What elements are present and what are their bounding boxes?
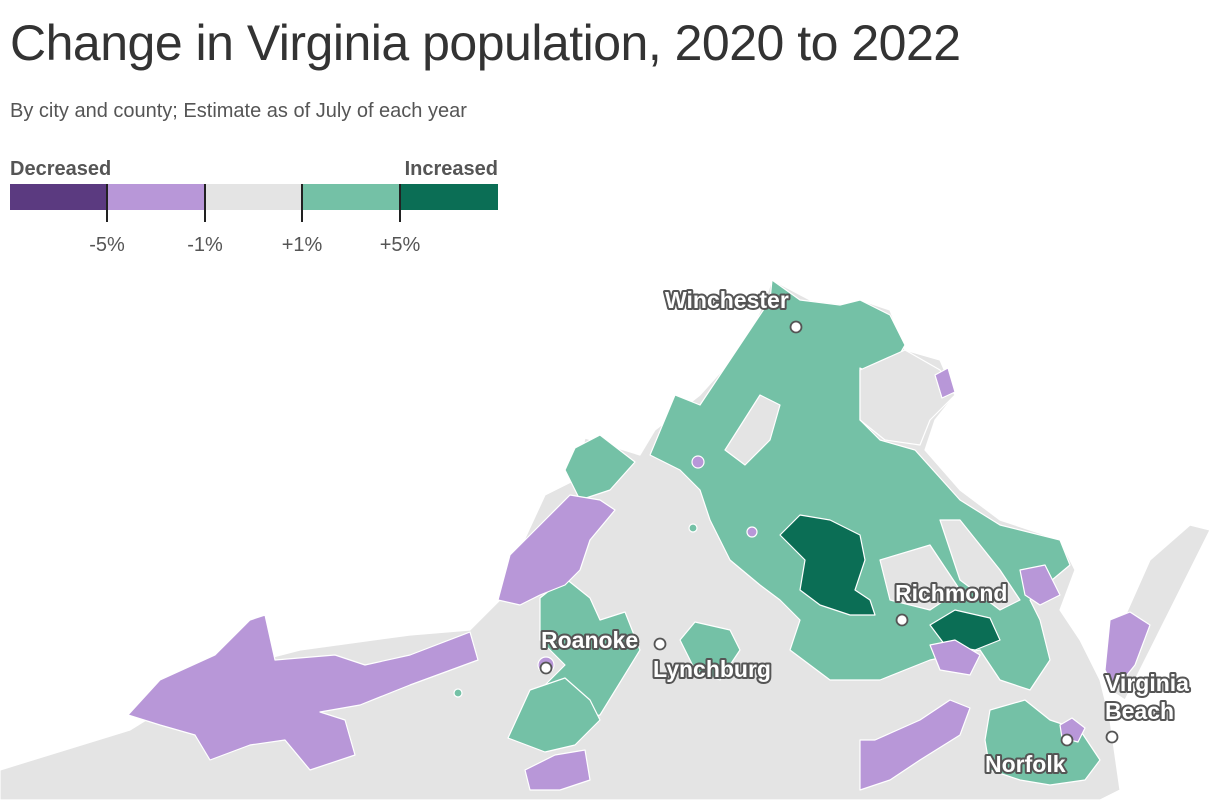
region-northeast-stable (859, 349, 956, 446)
legend-swatch-stable (205, 184, 303, 210)
legend-swatch-big-increase (400, 184, 498, 210)
legend-color-bar (10, 184, 498, 210)
region-southside-decrease (929, 639, 981, 676)
region-small-decrease (746, 526, 758, 538)
legend-low-label: Decreased (10, 158, 112, 180)
region-southside-increase (679, 621, 741, 681)
region-south-west-decrease-2 (524, 749, 591, 791)
virginia-beach-marker (1105, 730, 1119, 744)
legend-tick-label-minus1: -1% (187, 234, 223, 256)
region-southwest-increase (507, 677, 601, 753)
region-north-stable (724, 394, 781, 466)
virginia-beach-label-line2: Beach (1105, 698, 1174, 724)
norfolk-label: Norfolk (985, 751, 1066, 777)
legend-swatch-decrease (107, 184, 206, 210)
legend-tick-label-plus5: +5% (379, 234, 421, 256)
region-small-decrease (691, 455, 705, 469)
region-northeast-decrease (934, 367, 956, 399)
region-eastern-shore-south (1104, 611, 1151, 691)
norfolk-marker (1060, 733, 1074, 747)
region-small-increase (453, 688, 463, 698)
legend-swatch-big-decrease (10, 184, 108, 210)
region-southwest-decrease (127, 614, 479, 771)
legend-tick (106, 184, 108, 222)
region-west-decrease-highlands (497, 494, 616, 606)
roanoke-label: Roanoke (541, 627, 638, 653)
region-hampton-roads-increase (984, 699, 1101, 786)
region-middle-stable-2 (879, 544, 961, 611)
legend-swatch-increase (302, 184, 401, 210)
region-big-increase-central (779, 514, 876, 616)
legend-tick (204, 184, 206, 222)
legend-tick-label-minus5: -5% (89, 234, 125, 256)
legend-tick-label-plus1: +1% (281, 234, 323, 256)
legend-tick (301, 184, 303, 222)
legend-tick (399, 184, 401, 222)
legend-high-label: Increased (404, 158, 498, 180)
region-middle-peninsula-decrease (1019, 564, 1061, 606)
region-south-central-decrease (859, 699, 971, 791)
roanoke-marker (539, 661, 553, 675)
color-legend: Decreased Increased -5% -1% +1% +5% (10, 158, 498, 258)
virginia-beach-label-line1: Virginia (1105, 670, 1189, 696)
chart-title: Change in Virginia population, 2020 to 2… (10, 15, 961, 71)
chart-subtitle: By city and county; Estimate as of July … (10, 100, 467, 122)
lynchburg-label: Lynchburg (653, 656, 771, 682)
richmond-label: Richmond (895, 580, 1007, 606)
richmond-marker (895, 613, 909, 627)
lynchburg-marker (653, 637, 667, 651)
region-north-increase (649, 279, 1071, 691)
winchester-label: Winchester (665, 287, 789, 313)
region-small-increase (688, 523, 698, 533)
winchester-marker (789, 320, 803, 334)
region-middle-stable (939, 519, 1021, 611)
